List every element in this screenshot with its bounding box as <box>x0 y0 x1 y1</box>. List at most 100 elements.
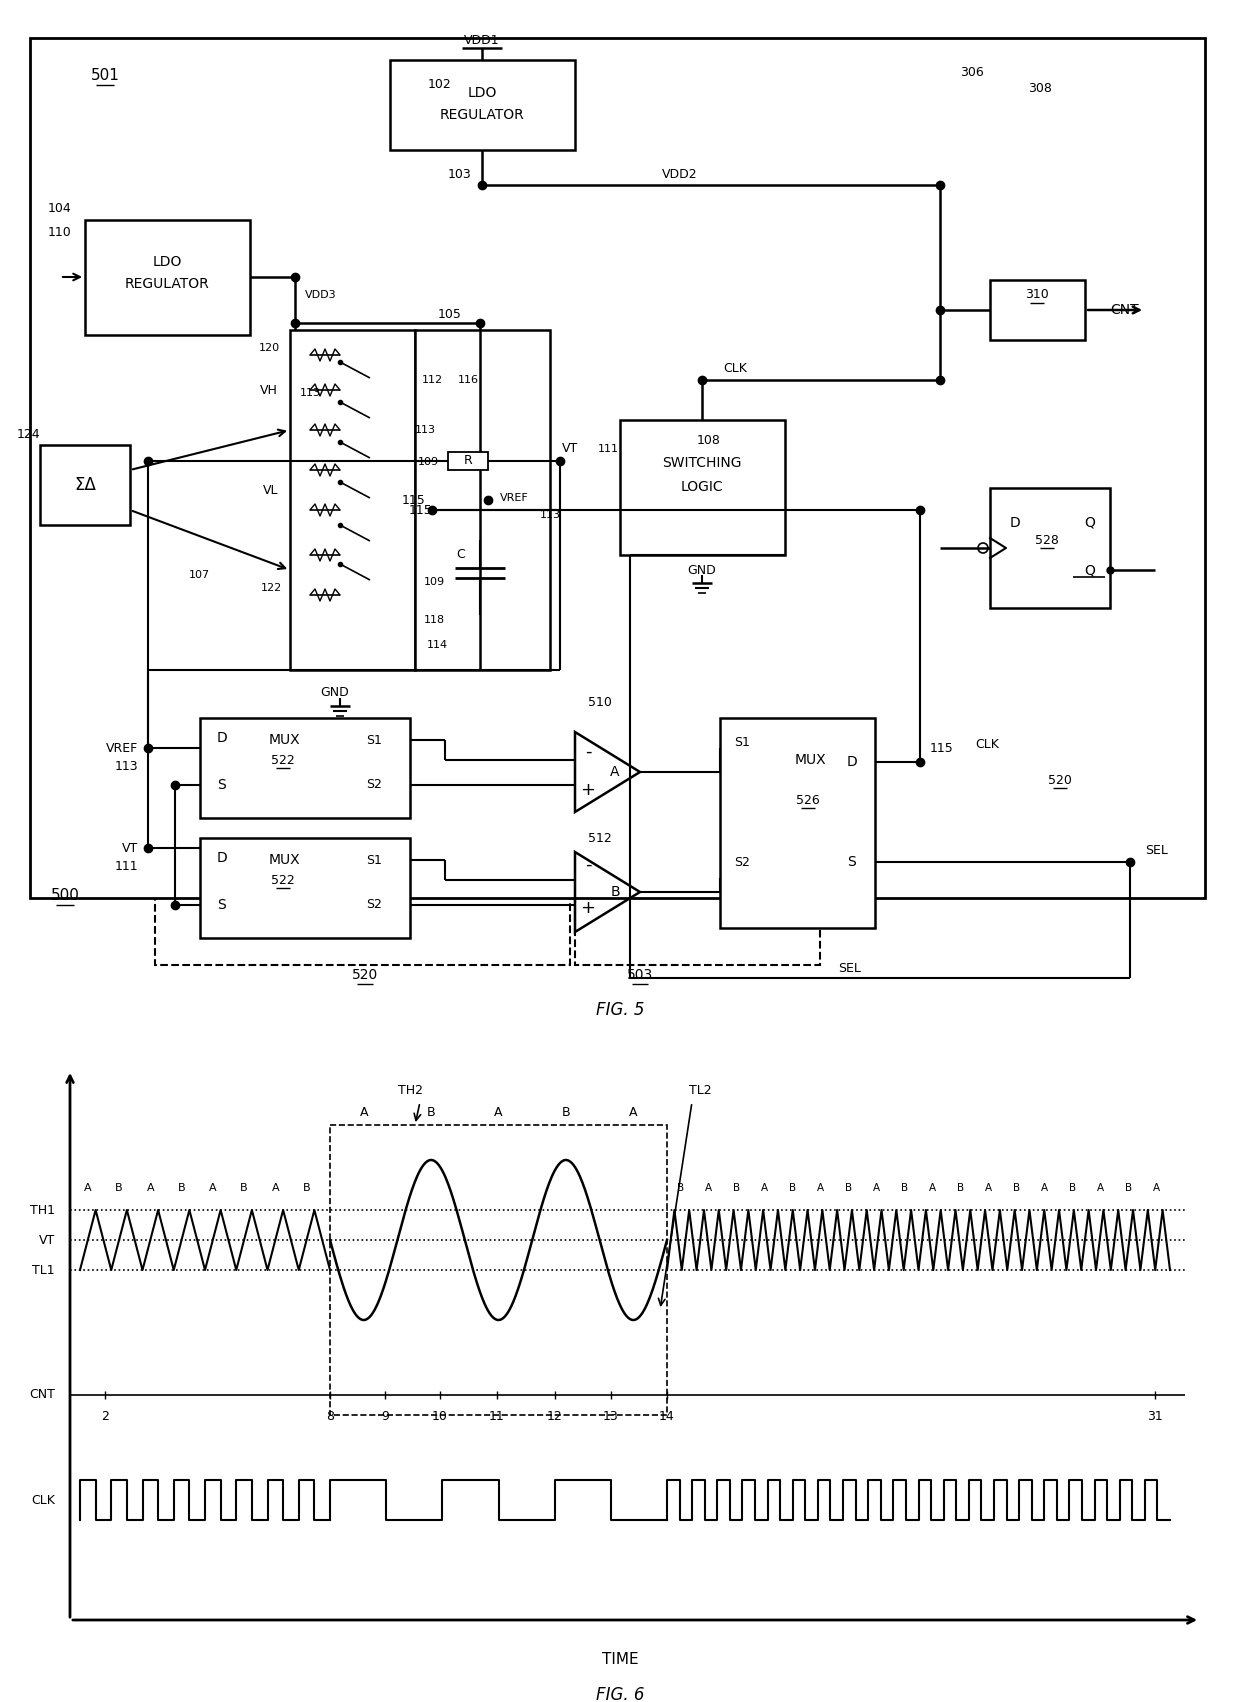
Text: B: B <box>733 1183 740 1193</box>
Text: 107: 107 <box>188 570 210 580</box>
Text: VDD3: VDD3 <box>305 289 336 300</box>
Bar <box>960 71 1171 412</box>
Text: MUX: MUX <box>268 734 300 747</box>
Text: 105: 105 <box>438 308 463 322</box>
Text: A: A <box>1096 1183 1104 1193</box>
Text: 115: 115 <box>402 494 425 507</box>
Text: 14: 14 <box>660 1411 675 1423</box>
Text: 528: 528 <box>1035 533 1059 546</box>
Text: SEL: SEL <box>1145 844 1168 856</box>
Bar <box>990 488 1110 608</box>
Text: 503: 503 <box>627 968 653 982</box>
Text: D: D <box>847 756 857 769</box>
Text: A: A <box>360 1106 368 1118</box>
Bar <box>30 37 1205 899</box>
Text: B: B <box>789 1183 796 1193</box>
Text: VT: VT <box>122 841 138 854</box>
Text: 113: 113 <box>539 511 560 521</box>
Text: REGULATOR: REGULATOR <box>125 277 210 291</box>
Text: -: - <box>585 856 591 875</box>
Bar <box>940 54 1185 875</box>
Text: CLK: CLK <box>975 739 999 752</box>
Text: 12: 12 <box>547 1411 563 1423</box>
Text: 122: 122 <box>260 584 281 592</box>
Bar <box>448 453 489 470</box>
Text: VDD1: VDD1 <box>464 34 500 46</box>
Text: S1: S1 <box>366 853 382 866</box>
Text: CLK: CLK <box>723 361 746 374</box>
Text: 102: 102 <box>428 78 451 92</box>
Text: LOGIC: LOGIC <box>681 480 723 494</box>
Text: FIG. 5: FIG. 5 <box>595 1001 645 1019</box>
Text: S: S <box>218 899 227 912</box>
Text: D: D <box>1009 516 1021 529</box>
Text: A: A <box>1040 1183 1048 1193</box>
Text: +: + <box>580 781 595 798</box>
Text: CNT: CNT <box>29 1389 55 1401</box>
Text: VH: VH <box>260 383 278 397</box>
Text: TL2: TL2 <box>688 1084 712 1096</box>
Bar <box>69 54 920 875</box>
Text: 115: 115 <box>408 504 432 516</box>
Text: 512: 512 <box>588 832 611 844</box>
Text: B: B <box>1125 1183 1132 1193</box>
Text: 113: 113 <box>114 759 138 773</box>
Text: C: C <box>456 548 465 562</box>
Text: VL: VL <box>263 483 278 497</box>
Text: 526: 526 <box>796 793 820 807</box>
Text: MUX: MUX <box>268 853 300 866</box>
Text: 520: 520 <box>1048 773 1071 786</box>
Text: B: B <box>846 1183 852 1193</box>
Text: 306: 306 <box>960 65 983 78</box>
Text: 308: 308 <box>1028 82 1052 95</box>
Text: B: B <box>1069 1183 1076 1193</box>
Text: 522: 522 <box>272 754 295 766</box>
Text: 104: 104 <box>48 201 72 214</box>
Text: CNT: CNT <box>1110 303 1138 317</box>
Text: B: B <box>241 1183 248 1193</box>
Text: B: B <box>610 885 620 899</box>
Text: S: S <box>848 854 857 870</box>
Text: A: A <box>495 1106 502 1118</box>
Text: REGULATOR: REGULATOR <box>440 107 525 123</box>
Text: S: S <box>218 778 227 791</box>
Text: 520: 520 <box>352 968 378 982</box>
Bar <box>990 281 1085 340</box>
Text: 115: 115 <box>930 742 954 754</box>
Text: A: A <box>817 1183 825 1193</box>
Text: VT: VT <box>38 1234 55 1246</box>
Text: A: A <box>873 1183 880 1193</box>
Text: A: A <box>929 1183 936 1193</box>
Text: 510: 510 <box>588 696 611 708</box>
Text: 109: 109 <box>424 577 445 587</box>
Text: A: A <box>146 1183 154 1193</box>
Text: A: A <box>761 1183 769 1193</box>
Text: 110: 110 <box>48 225 72 238</box>
Bar <box>620 420 785 555</box>
Bar <box>290 330 415 671</box>
Text: S2: S2 <box>366 778 382 791</box>
Text: S2: S2 <box>366 899 382 912</box>
Text: S1: S1 <box>366 734 382 747</box>
Text: D: D <box>217 851 227 865</box>
Bar <box>960 431 1171 769</box>
Text: TL1: TL1 <box>32 1263 55 1276</box>
Text: 103: 103 <box>448 168 472 182</box>
Text: Q: Q <box>1085 563 1095 577</box>
Text: A: A <box>629 1106 637 1118</box>
Text: MUX: MUX <box>794 752 826 768</box>
Text: S2: S2 <box>734 856 750 868</box>
Text: 8: 8 <box>326 1411 334 1423</box>
Text: 10: 10 <box>432 1411 448 1423</box>
Text: 111: 111 <box>598 444 619 454</box>
Text: S1: S1 <box>734 735 750 749</box>
Bar <box>200 718 410 819</box>
Text: 522: 522 <box>272 873 295 887</box>
Text: +: + <box>580 899 595 917</box>
Text: A: A <box>610 764 620 780</box>
Text: A: A <box>1152 1183 1159 1193</box>
Text: 500: 500 <box>51 887 79 902</box>
Text: ΣΔ: ΣΔ <box>74 477 95 494</box>
Text: 2: 2 <box>102 1411 109 1423</box>
Bar <box>86 220 250 335</box>
